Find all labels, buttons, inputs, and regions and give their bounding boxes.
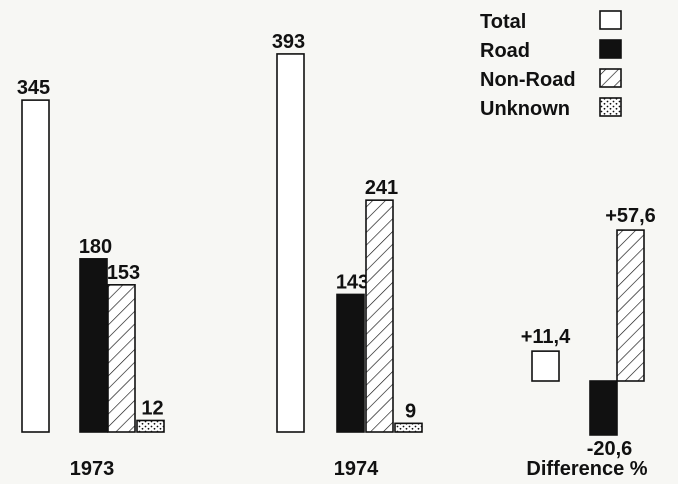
legend-swatch (599, 97, 622, 117)
value-label: +11,4 (521, 326, 571, 348)
value-label: 153 (107, 262, 140, 284)
value-label: 241 (365, 177, 398, 199)
bar (394, 422, 423, 433)
value-label: 12 (141, 397, 163, 419)
x-axis-label: Difference % (526, 458, 647, 480)
value-label: 180 (79, 236, 112, 258)
value-label: 345 (17, 77, 50, 99)
legend-label: Road (480, 40, 530, 62)
bar (336, 293, 365, 433)
legend-swatch (599, 10, 622, 30)
legend-label: Non-Road (480, 69, 576, 91)
legend-label: Total (480, 11, 526, 33)
legend-swatch (599, 39, 622, 59)
value-label: 9 (405, 400, 416, 422)
value-label: 393 (272, 31, 305, 53)
bar (589, 380, 618, 436)
bar (365, 199, 394, 433)
bar (531, 350, 560, 382)
bar (616, 229, 645, 382)
bar (136, 419, 165, 433)
x-tick-label: 1973 (70, 458, 115, 480)
value-label: -20,6 (587, 438, 633, 460)
legend-swatch (599, 68, 622, 88)
bar (21, 99, 50, 433)
value-label: +57,6 (605, 205, 656, 227)
bar (79, 258, 108, 433)
legend-label: Unknown (480, 98, 570, 120)
bar (276, 53, 305, 433)
x-tick-label: 1974 (334, 458, 379, 480)
bar (107, 284, 136, 433)
value-label: 143 (336, 271, 369, 293)
